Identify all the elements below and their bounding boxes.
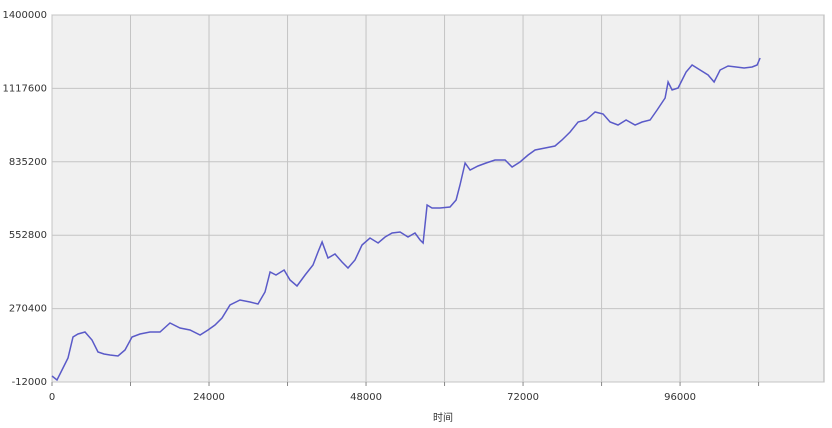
plot-area xyxy=(51,14,825,383)
x-tick-label: 24000 xyxy=(193,392,225,403)
y-tick-label: 1400000 xyxy=(2,10,47,21)
x-tick-label: 96000 xyxy=(664,392,696,403)
y-tick-label: 835200 xyxy=(9,157,47,168)
x-tick-label: 0 xyxy=(49,392,55,403)
y-tick-label: 1117600 xyxy=(2,83,47,94)
y-tick-label: 552800 xyxy=(9,230,47,241)
x-tick-label: 72000 xyxy=(507,392,539,403)
data-line xyxy=(51,57,761,382)
x-axis-title: 时间 xyxy=(433,411,453,424)
x-tick-label: 48000 xyxy=(350,392,382,403)
y-tick-label: 270400 xyxy=(9,304,47,315)
y-tick-label: -12000 xyxy=(12,377,47,388)
